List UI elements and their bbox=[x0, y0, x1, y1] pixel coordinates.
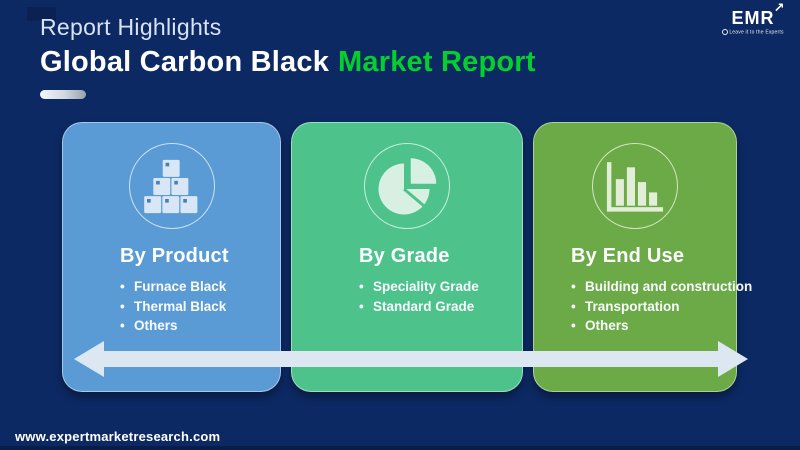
list-item: Speciality Grade bbox=[359, 277, 522, 297]
category-cards: By Product Furnace Black Thermal Black O… bbox=[62, 122, 752, 392]
list-item: Thermal Black bbox=[120, 297, 280, 317]
list-item: Transportation bbox=[571, 297, 736, 317]
card-list: Furnace Black Thermal Black Others bbox=[120, 277, 280, 336]
report-highlights-label: Report Highlights bbox=[40, 14, 222, 40]
website-watermark: www.expertmarketresearch.com bbox=[15, 429, 221, 444]
card-content: By Product Furnace Black Thermal Black O… bbox=[63, 245, 280, 336]
card-content: By End Use Building and construction Tra… bbox=[534, 245, 752, 336]
emr-logo-dot-icon bbox=[722, 29, 729, 35]
emr-logo-tagline: Leave it to the Experts bbox=[716, 29, 790, 35]
emr-logo-tagline-text: Leave it to the Experts bbox=[729, 29, 784, 36]
bottom-strip bbox=[0, 446, 800, 450]
title-main: Global Carbon Black bbox=[40, 46, 330, 78]
card-list: Speciality Grade Standard Grade bbox=[359, 277, 522, 316]
pie-chart-icon bbox=[364, 143, 450, 229]
list-item: Building and construction bbox=[571, 277, 752, 297]
title-accent: Market Report bbox=[338, 46, 536, 78]
emr-logo-row: EMR ↗ bbox=[731, 1, 785, 28]
card-list: Building and construction Transportation… bbox=[571, 277, 752, 336]
stacked-boxes-icon bbox=[128, 143, 215, 229]
list-item: Others bbox=[571, 316, 736, 336]
emr-logo-arrow-icon: ↗ bbox=[773, 0, 785, 15]
list-item: Standard Grade bbox=[359, 297, 522, 317]
list-item: Others bbox=[120, 316, 280, 336]
card-by-grade: By Grade Speciality Grade Standard Grade bbox=[291, 122, 523, 392]
card-title: By End Use bbox=[571, 245, 685, 267]
corner-accent bbox=[27, 7, 56, 21]
card-by-end-use: By End Use Building and construction Tra… bbox=[533, 122, 752, 392]
emr-logo-text: EMR bbox=[731, 8, 775, 28]
list-item: Furnace Black bbox=[120, 277, 280, 297]
double-arrow bbox=[74, 341, 748, 377]
bar-chart-svg bbox=[606, 161, 664, 212]
page-title: Global Carbon Black Market Report bbox=[40, 46, 536, 79]
card-title: By Product bbox=[120, 245, 229, 267]
bar-chart-icon bbox=[592, 143, 678, 229]
emr-logo: EMR ↗ Leave it to the Experts bbox=[716, 1, 790, 35]
stacked-boxes-svg bbox=[143, 159, 197, 213]
pie-chart-svg bbox=[378, 158, 437, 215]
title-underline bbox=[40, 90, 86, 99]
card-title: By Grade bbox=[359, 245, 450, 267]
double-arrow-svg bbox=[74, 341, 748, 377]
card-content: By Grade Speciality Grade Standard Grade bbox=[292, 245, 522, 316]
